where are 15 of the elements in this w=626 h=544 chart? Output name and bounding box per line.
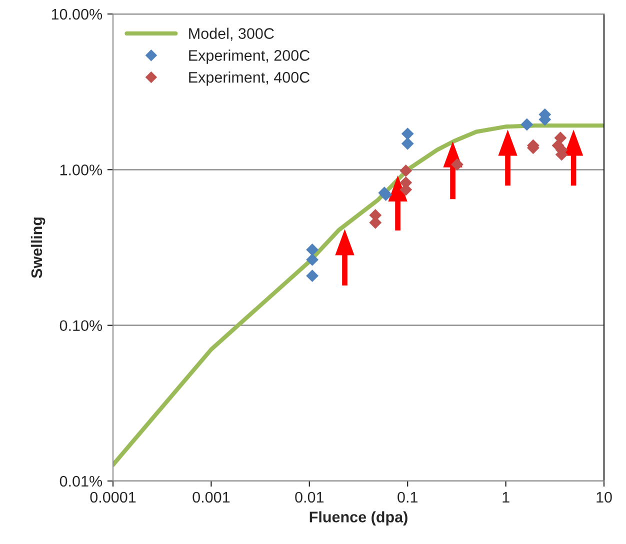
y-axis-title: Swelling: [30, 218, 46, 278]
y-tick-label: 0.01%: [60, 476, 102, 487]
legend-label: Model, 300C: [189, 28, 274, 41]
x-tick-label: 0.1: [398, 492, 418, 503]
y-tick-label: 0.10%: [60, 320, 102, 332]
x-tick-label: 1: [502, 492, 510, 502]
x-tick-label: 10: [596, 492, 612, 503]
x-tick-label: 0.001: [192, 492, 230, 503]
y-tick-label: 10.00%: [52, 8, 102, 20]
x-axis-title: Fluence (dpa): [310, 511, 408, 526]
y-tick-label: 1.00%: [60, 164, 102, 176]
x-tick-label: 0.01: [295, 492, 324, 503]
legend-label: Experiment, 400C: [189, 72, 310, 86]
x-tick-label: 0.0001: [90, 492, 136, 503]
legend-label: Experiment, 200C: [189, 50, 310, 64]
